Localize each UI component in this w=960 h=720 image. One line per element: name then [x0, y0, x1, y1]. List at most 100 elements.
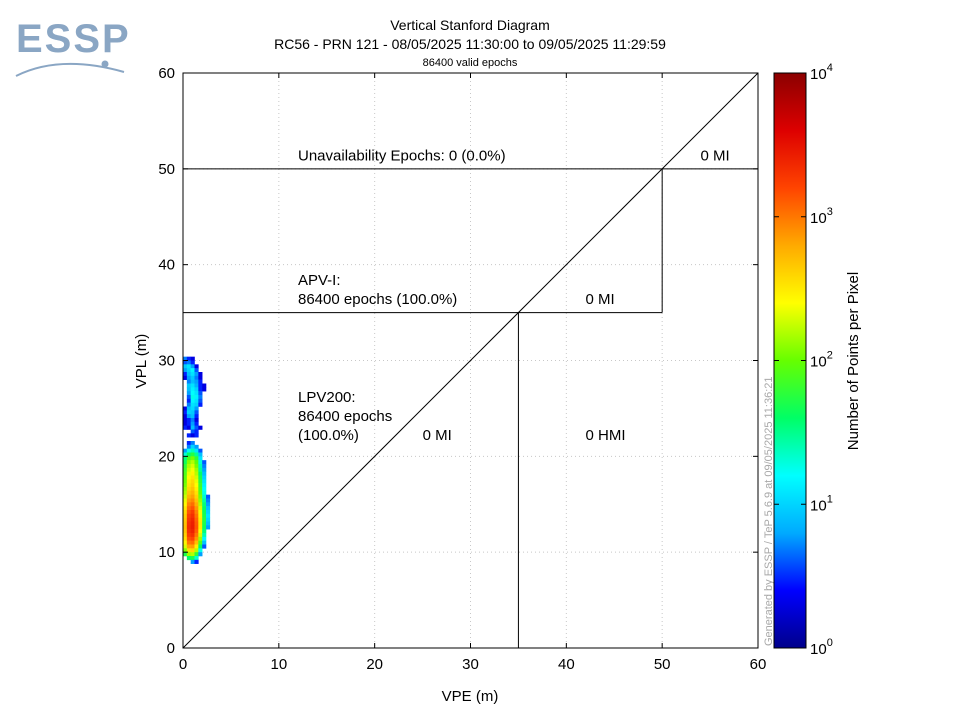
heatmap-pixel [183, 529, 188, 534]
heatmap-pixel [186, 525, 191, 530]
heatmap-pixel [198, 529, 203, 534]
colorbar: 100 101 102 103 104 [773, 62, 833, 658]
heatmap-pixel [183, 471, 188, 476]
heatmap-pixel [183, 460, 188, 465]
heatmap-pixel [190, 360, 195, 365]
heatmap-pixel [202, 510, 207, 515]
heatmap-pixel [183, 467, 188, 472]
colorbar-tick-label: 104 [810, 62, 833, 83]
heatmap-pixel [190, 448, 195, 453]
y-tick-label: 40 [158, 257, 175, 274]
x-tick-label: 10 [270, 656, 287, 673]
heatmap-pixel [202, 529, 207, 534]
heatmap-pixel [190, 429, 195, 434]
heatmap-pixel [183, 375, 188, 380]
heatmap-pixel [202, 460, 207, 465]
annotation-lpv-pct: (100.0%) [298, 427, 359, 444]
heatmap-pixel [190, 464, 195, 469]
heatmap-pixel [194, 536, 199, 541]
heatmap-pixel [198, 521, 203, 526]
heatmap-pixel [206, 525, 211, 530]
heatmap-pixel [194, 383, 199, 388]
heatmap-pixel [202, 387, 207, 392]
heatmap-pixel [190, 510, 195, 515]
heatmap-pixel [186, 356, 191, 361]
heatmap-pixel [202, 517, 207, 522]
heatmap-pixel [190, 402, 195, 407]
x-axis-ticks: 0 10 20 30 40 50 60 [179, 73, 767, 673]
heatmap-pixel [186, 456, 191, 461]
heatmap-pixel [194, 540, 199, 545]
heatmap-pixel [206, 510, 211, 515]
annotation-apv-epochs: 86400 epochs (100.0%) [298, 291, 457, 308]
heatmap-pixel [190, 552, 195, 557]
colorbar-tick-label: 101 [810, 493, 833, 514]
heatmap-pixel [190, 433, 195, 438]
heatmap-pixel [190, 395, 195, 400]
y-tick-label: 30 [158, 353, 175, 370]
heatmap-pixel [198, 536, 203, 541]
heatmap-pixel [194, 368, 199, 373]
heatmap-pixel [190, 529, 195, 534]
heatmap-pixel [183, 494, 188, 499]
annotation-unavail: Unavailability Epochs: 0 (0.0%) [298, 147, 506, 164]
heatmap-pixel [206, 521, 211, 526]
x-axis-label: VPE (m) [442, 688, 499, 705]
colorbar-label: Number of Points per Pixel [845, 272, 862, 450]
heatmap-pixel [194, 533, 199, 538]
heatmap-pixel [186, 471, 191, 476]
heatmap-pixel [194, 429, 199, 434]
colorbar-tick-label: 100 [810, 637, 833, 658]
heatmap-pixel [194, 410, 199, 415]
heatmap-pixel [206, 502, 211, 507]
heatmap-pixel [202, 525, 207, 530]
x-tick-label: 60 [750, 656, 767, 673]
annotation-apv-title: APV-I: [298, 272, 341, 289]
heatmap-pixel [186, 375, 191, 380]
heatmap-pixel [183, 490, 188, 495]
heatmap-pixel [194, 559, 199, 564]
heatmap-pixel [202, 479, 207, 484]
heatmap-pixel [186, 506, 191, 511]
x-tick-label: 20 [366, 656, 383, 673]
heatmap-pixel [190, 479, 195, 484]
heatmap-pixel [186, 391, 191, 396]
y-axis-label: VPL (m) [133, 334, 150, 388]
heatmap-pixel [194, 494, 199, 499]
heatmap-pixel [198, 506, 203, 511]
heatmap-pixel [194, 506, 199, 511]
heatmap-pixel [183, 456, 188, 461]
heatmap-pixel [183, 464, 188, 469]
annotation-lpv-title: LPV200: [298, 389, 356, 406]
integrity-regions [182, 72, 759, 649]
colorbar-gradient [773, 72, 807, 649]
heatmap-pixel [186, 483, 191, 488]
generated-by-watermark: Generated by ESSP / TeP 5.6.9 at 09/05/2… [763, 376, 775, 646]
annotation-mi-apv: 0 MI [586, 291, 615, 308]
heatmap-pixel [183, 498, 188, 503]
heatmap-pixel [198, 525, 203, 530]
heatmap-pixel [194, 490, 199, 495]
heatmap-pixel [194, 464, 199, 469]
heatmap-pixel [198, 398, 203, 403]
heatmap-pixel [202, 544, 207, 549]
heatmap-pixel [194, 487, 199, 492]
heatmap-pixel [186, 533, 191, 538]
chart-title: Vertical Stanford Diagram [390, 17, 550, 33]
colorbar-tick-label: 103 [810, 206, 833, 227]
heatmap-pixel [198, 548, 203, 553]
heatmap-pixel [194, 521, 199, 526]
heatmap-pixel [198, 372, 203, 377]
heatmap-pixel [186, 552, 191, 557]
heatmap-pixel [190, 452, 195, 457]
heatmap-pixel [186, 544, 191, 549]
heatmap-pixel [190, 387, 195, 392]
heatmap-pixel [183, 452, 188, 457]
heatmap-pixel [198, 452, 203, 457]
heatmap-pixel [198, 540, 203, 545]
heatmap-pixel [190, 471, 195, 476]
heatmap-pixel [186, 464, 191, 469]
heatmap-pixel [194, 513, 199, 518]
logo-text: ESSP [16, 17, 131, 61]
heatmap-pixel [190, 487, 195, 492]
